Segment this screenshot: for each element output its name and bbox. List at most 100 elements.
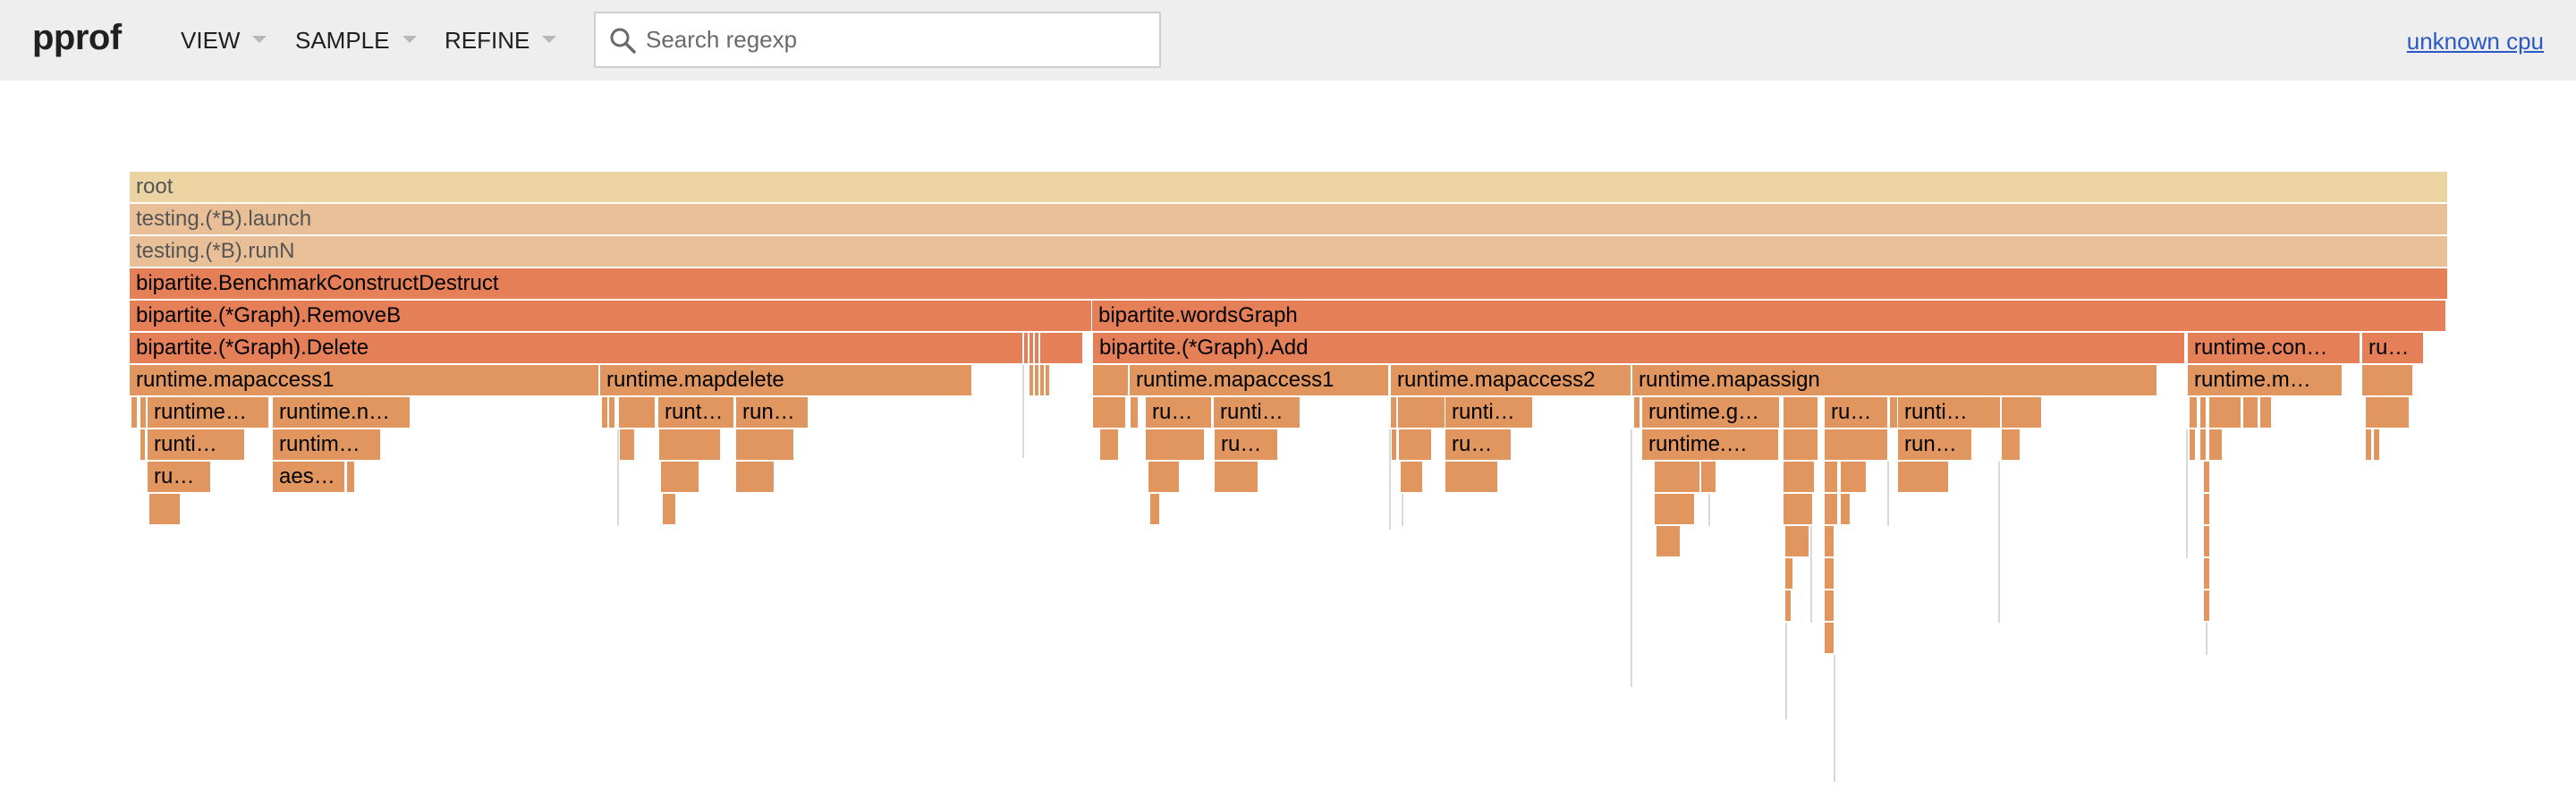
- flame-frame[interactable]: [1785, 623, 1787, 719]
- flame-frame[interactable]: [149, 494, 180, 524]
- flame-frame[interactable]: [1784, 494, 1812, 524]
- flame-frame[interactable]: [347, 462, 354, 492]
- flame-frame[interactable]: [602, 397, 607, 428]
- flame-frame[interactable]: [2366, 429, 2371, 460]
- flame-frame-runtim[interactable]: runtim…: [273, 429, 380, 460]
- flame-frame-ru[interactable]: ru…: [2362, 333, 2423, 363]
- flame-frame[interactable]: [2190, 397, 2197, 428]
- flame-frame[interactable]: [1399, 429, 1431, 460]
- flame-frame-mapdelete[interactable]: runtime.mapdelete: [600, 365, 971, 395]
- flame-frame-run[interactable]: run…: [736, 397, 808, 428]
- flame-frame[interactable]: [2243, 397, 2258, 428]
- flame-frame[interactable]: [1402, 494, 1403, 526]
- flame-frame[interactable]: [659, 429, 720, 460]
- flame-frame[interactable]: [1093, 397, 1125, 428]
- flame-frame-delete[interactable]: bipartite.(*Graph).Delete: [130, 333, 1022, 363]
- flame-frame[interactable]: [619, 397, 655, 428]
- flame-frame[interactable]: [1024, 333, 1028, 363]
- flame-frame[interactable]: [2260, 397, 2271, 428]
- flame-frame[interactable]: [1634, 397, 1640, 428]
- flame-frame-launch[interactable]: testing.(*B).launch: [130, 204, 2447, 234]
- flame-frame[interactable]: [736, 429, 793, 460]
- flame-frame[interactable]: [1035, 365, 1038, 395]
- flame-frame-wordsgraph[interactable]: bipartite.wordsGraph: [1092, 301, 2445, 331]
- flame-frame[interactable]: [1825, 462, 1837, 492]
- sample-menu[interactable]: SAMPLE: [295, 27, 417, 55]
- flame-frame-aes[interactable]: aes…: [273, 462, 344, 492]
- flame-frame[interactable]: [1784, 429, 1818, 460]
- flame-frame-runtime-n[interactable]: runtime.n…: [273, 397, 410, 428]
- flame-frame-runti[interactable]: runti…: [1214, 397, 1300, 428]
- flame-frame-runtime-con[interactable]: runtime.con…: [2188, 333, 2360, 363]
- flame-frame-runti[interactable]: runti…: [1898, 397, 2000, 428]
- flame-frame[interactable]: [2186, 429, 2188, 558]
- flame-frame[interactable]: [1035, 333, 1038, 363]
- flame-frame[interactable]: [1887, 462, 1889, 526]
- flame-frame[interactable]: [1040, 365, 1044, 395]
- flame-frame-run[interactable]: run…: [1898, 429, 1971, 460]
- flame-frame-mapaccess2[interactable]: runtime.mapaccess2: [1391, 365, 1631, 395]
- flame-frame[interactable]: [1785, 526, 1809, 556]
- flame-frame[interactable]: [2190, 429, 2195, 460]
- flame-frame-runti[interactable]: runti…: [148, 429, 244, 460]
- flame-frame[interactable]: [1890, 397, 1897, 428]
- flame-frame[interactable]: [1030, 333, 1033, 363]
- flame-frame[interactable]: [1825, 558, 1834, 589]
- flame-frame-ru[interactable]: ru…: [1146, 397, 1211, 428]
- flame-frame[interactable]: [2206, 623, 2207, 655]
- flame-frame[interactable]: [1046, 365, 1049, 395]
- flame-frame-ru[interactable]: ru…: [1215, 429, 1277, 460]
- flame-frame[interactable]: [1825, 623, 1834, 653]
- flame-frame[interactable]: [1391, 397, 1396, 428]
- flame-frame[interactable]: [1131, 397, 1138, 428]
- flame-frame[interactable]: [131, 397, 137, 428]
- flame-frame[interactable]: [1784, 397, 1818, 428]
- flame-frame[interactable]: [140, 397, 146, 428]
- flame-frame[interactable]: [1657, 526, 1680, 556]
- flame-frame[interactable]: [1825, 590, 1834, 621]
- flame-frame-runti[interactable]: runti…: [1445, 397, 1532, 428]
- view-menu[interactable]: VIEW: [181, 27, 267, 55]
- flame-frame-runtime-dot[interactable]: runtime.…: [1642, 429, 1778, 460]
- flame-frame[interactable]: [1022, 365, 1024, 458]
- flame-frame[interactable]: [1655, 494, 1694, 524]
- flame-frame[interactable]: [1389, 429, 1391, 530]
- flame-frame-ru[interactable]: ru…: [1825, 397, 1887, 428]
- flame-frame[interactable]: [736, 462, 774, 492]
- flame-frame[interactable]: [2209, 429, 2222, 460]
- flame-frame[interactable]: [1445, 462, 1497, 492]
- flame-frame-root[interactable]: root: [130, 172, 2447, 202]
- flame-frame[interactable]: [1708, 494, 1710, 526]
- flame-frame[interactable]: [1392, 429, 1396, 460]
- flame-frame[interactable]: [1215, 462, 1258, 492]
- flame-frame[interactable]: [1825, 526, 1834, 556]
- flame-frame[interactable]: [1841, 462, 1866, 492]
- flame-frame-benchmark[interactable]: bipartite.BenchmarkConstructDestruct: [130, 268, 2447, 299]
- flame-frame[interactable]: [1841, 494, 1850, 524]
- flame-frame[interactable]: [2204, 462, 2209, 492]
- flame-frame[interactable]: [663, 494, 675, 524]
- flame-frame[interactable]: [1998, 462, 2000, 623]
- flame-frame[interactable]: [1148, 462, 1179, 492]
- flame-frame-ru[interactable]: ru…: [1445, 429, 1511, 460]
- flame-frame[interactable]: [2204, 494, 2209, 524]
- flame-frame-mapaccess1-add[interactable]: runtime.mapaccess1: [1130, 365, 1388, 395]
- flame-frame-runtime-m[interactable]: runtime.m…: [2188, 365, 2342, 395]
- flame-frame[interactable]: [1100, 429, 1118, 460]
- flame-frame[interactable]: [2366, 397, 2409, 428]
- refine-menu[interactable]: REFINE: [445, 27, 557, 55]
- cpu-link[interactable]: unknown cpu: [2406, 28, 2544, 55]
- flame-frame[interactable]: [1834, 655, 1835, 782]
- flame-frame[interactable]: [1898, 462, 1948, 492]
- flame-frame[interactable]: [2200, 397, 2206, 428]
- flame-frame[interactable]: [609, 397, 614, 428]
- flame-frame[interactable]: [2204, 526, 2209, 556]
- flame-frame[interactable]: [1784, 462, 1814, 492]
- flame-frame[interactable]: [1993, 397, 1998, 428]
- search-input[interactable]: [646, 13, 1147, 66]
- app-logo[interactable]: pprof: [32, 18, 122, 57]
- flame-frame-add[interactable]: bipartite.(*Graph).Add: [1093, 333, 2184, 363]
- flame-frame[interactable]: [1146, 429, 1204, 460]
- flame-frame-mapassign[interactable]: runtime.mapassign: [1632, 365, 2157, 395]
- flame-frame-runtime[interactable]: runtime…: [148, 397, 268, 428]
